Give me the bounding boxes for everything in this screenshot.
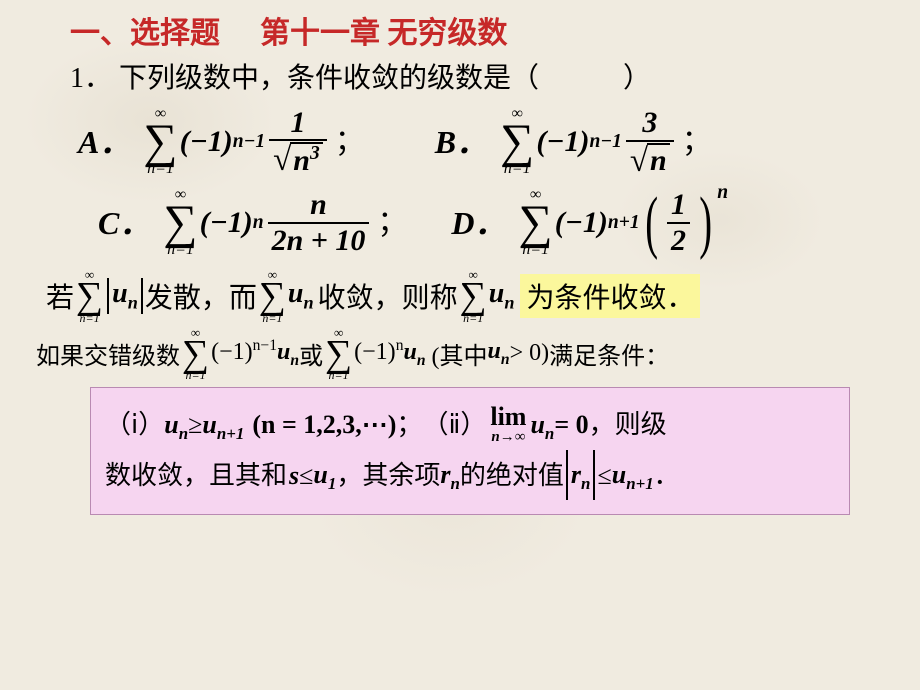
option-A-frac: 1 √ n3 xyxy=(269,107,327,177)
definition-highlight: 为条件收敛． xyxy=(520,274,700,318)
option-D: D． ∞ ∑ n=1 (−1)n+1 ( 1 2 ) n xyxy=(451,187,728,258)
section-label: 一、选择题 xyxy=(70,8,220,52)
option-A: A． ∞ ∑ n=1 (−1)n−1 1 √ n3 xyxy=(78,106,365,177)
chapter-title: 第十一章 无穷级数 xyxy=(260,8,508,52)
def-sum-1: ∞ ∑ n=1 xyxy=(76,268,103,323)
header-line: 一、选择题 第十一章 无穷级数 xyxy=(70,8,890,52)
theorem-box: （ⅰ） un ≥ un+1 (n = 1,2,3,⋯) ； （ⅱ） lim n→… xyxy=(90,387,850,516)
option-row-1: A． ∞ ∑ n=1 (−1)n−1 1 √ n3 xyxy=(30,106,890,177)
option-C: C． ∞ ∑ n=1 (−1)n n 2n + 10 ； xyxy=(98,187,407,258)
option-D-sum: ∞ ∑ n=1 xyxy=(519,187,553,258)
def-sum-3: ∞ ∑ n=1 xyxy=(460,268,487,323)
definition-line: 若 ∞ ∑ n=1 un 发散，而 ∞ ∑ n=1 un 收敛，则称 ∞ ∑ n… xyxy=(46,268,890,323)
option-row-2: C． ∞ ∑ n=1 (−1)n n 2n + 10 ； D． ∞ xyxy=(30,187,890,258)
lim-block: lim n→∞ xyxy=(490,404,526,445)
option-C-sum: ∞ ∑ n=1 xyxy=(163,187,197,258)
def-sum-2: ∞ ∑ n=1 xyxy=(259,268,286,323)
option-C-tail: ； xyxy=(377,208,407,238)
question-number: 1． xyxy=(70,63,112,94)
option-B: B． ∞ ∑ n=1 (−1)n−1 3 √ n xyxy=(435,106,712,177)
cond-sum-2: ∞ ∑ n=1 xyxy=(325,326,352,381)
question-stem: 1． 下列级数中，条件收敛的级数是（ ） xyxy=(70,56,890,96)
option-D-paren: ( 1 2 ) n xyxy=(640,189,728,256)
option-C-frac: n 2n + 10 xyxy=(268,189,370,256)
option-A-sum: ∞ ∑ n=1 xyxy=(143,106,177,177)
option-A-tail: ； xyxy=(335,127,365,157)
option-A-sign: (−1)n−1 xyxy=(180,127,266,157)
option-B-sum: ∞ ∑ n=1 xyxy=(500,106,534,177)
slide-root: 一、选择题 第十一章 无穷级数 1． 下列级数中，条件收敛的级数是（ ） A． … xyxy=(0,0,920,690)
option-D-sign: (−1)n+1 xyxy=(555,208,640,238)
condition-line: 如果交错级数 ∞ ∑ n=1 (−1)n−1un 或 ∞ ∑ n=1 (−1)n… xyxy=(36,326,890,381)
theorem-line-1: （ⅰ） un ≥ un+1 (n = 1,2,3,⋯) ； （ⅱ） lim n→… xyxy=(105,400,835,450)
option-B-tail: ； xyxy=(682,127,712,157)
options-block: A． ∞ ∑ n=1 (−1)n−1 1 √ n3 xyxy=(30,106,890,258)
option-C-label: C． xyxy=(98,207,151,239)
theorem-line-2: 数收敛，且其和 s ≤ u1 ，其余项 rn 的绝对值 rn ≤ un+1 ． xyxy=(105,450,835,500)
option-C-sign: (−1)n xyxy=(200,208,264,238)
option-A-label: A． xyxy=(78,126,131,158)
cond-sum-1: ∞ ∑ n=1 xyxy=(182,326,209,381)
option-B-frac: 3 √ n xyxy=(626,107,674,176)
option-D-label: D． xyxy=(451,207,506,239)
question-text: 下列级数中，条件收敛的级数是（ ） xyxy=(119,63,651,94)
option-B-sign: (−1)n−1 xyxy=(536,127,622,157)
option-B-label: B． xyxy=(435,126,488,158)
